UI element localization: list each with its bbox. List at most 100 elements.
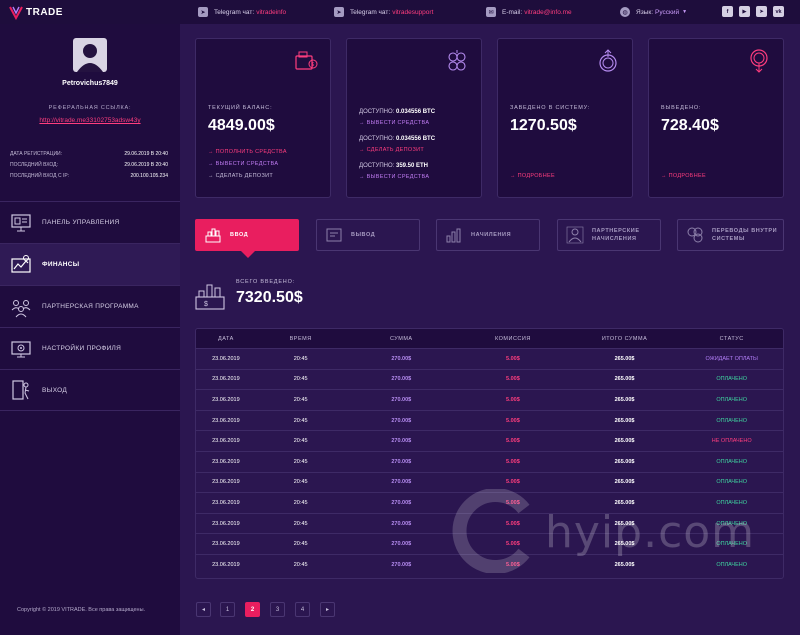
- telegram-chat-label: Telegram чат:: [214, 8, 255, 16]
- table-row: 23.06.2019 20:45 270.00$ 5.00$ 265.00$ ОПЛАЧЕ…: [196, 553, 783, 575]
- tab-internal-transfers[interactable]: ПЕРЕВОДЫ ВНУТРИ СИСТЕМЫ: [677, 219, 784, 251]
- prev-page-button[interactable]: ◂: [196, 602, 211, 617]
- total-label: ВСЕГО ВВЕДЕНО:: [236, 279, 295, 285]
- vk-icon[interactable]: vk: [773, 6, 784, 17]
- tab-pointer: [241, 251, 255, 258]
- topup-link[interactable]: → ПОПОЛНИТЬ СРЕДСТВА: [208, 149, 287, 155]
- avatar[interactable]: [73, 38, 107, 72]
- referral-link[interactable]: http://vitrade.me33102753adsw43y: [39, 117, 141, 124]
- deposited-card: ЗАВЕДЕНО В СИСТЕМУ: 1270.50$ → ПОДРОБНЕЕ: [497, 38, 633, 198]
- table-row: 23.06.2019 20:45 270.00$ 5.00$ 265.00$ ОПЛАЧЕ…: [196, 450, 783, 472]
- withdrawn-label: ВЫВЕДЕНО:: [661, 105, 702, 111]
- cell-time: 20:45: [293, 396, 308, 403]
- cell-time: 20:45: [293, 376, 308, 383]
- tab-withdraw[interactable]: ВЫВОД: [316, 219, 420, 251]
- chevron-down-icon: ▼: [682, 9, 688, 15]
- tab-deposit[interactable]: ВВОД: [195, 219, 299, 251]
- telegram-chat-link[interactable]: vitradeinfo: [256, 8, 287, 16]
- cell-date: 23.06.2019: [212, 396, 240, 403]
- svg-text:$: $: [204, 301, 208, 308]
- logo[interactable]: TRADE: [8, 4, 63, 20]
- facebook-icon[interactable]: f: [722, 6, 733, 17]
- withdraw-icon: [326, 228, 342, 242]
- cell-total: 265.00$: [614, 520, 635, 527]
- cell-time: 20:45: [293, 561, 308, 568]
- available-card: ДОСТУПНО: 0.034556 BTC → ВЫВЕСТИ СРЕДСТВ…: [346, 38, 482, 198]
- tab-accruals[interactable]: НАЧИЛЕНИЯ: [436, 219, 540, 251]
- cell-fee: 5.00$: [506, 499, 520, 506]
- link-label: ПОДРОБНЕЕ: [517, 173, 555, 179]
- column-header: ДАТА: [217, 335, 234, 342]
- sidebar-item-label: ФИНАНСЫ: [42, 261, 80, 268]
- copyright: Copyright © 2019 VITRADE. Все права защи…: [17, 607, 146, 613]
- available-btc-1: ДОСТУПНО: 0.034556 BTC: [359, 109, 435, 115]
- cell-fee: 5.00$: [506, 396, 520, 403]
- cell-fee: 5.00$: [506, 520, 520, 527]
- total-value: 7320.50$: [236, 289, 303, 306]
- info-last-login: ПОСЛЕДНИЙ ВХОД: 29.06.2019 В 20:40: [10, 162, 168, 168]
- info-last-ip: ПОСЛЕДНИЙ ВХОД С IP: 200.100.105.234: [10, 173, 168, 179]
- deposited-value: 1270.50$: [510, 117, 577, 134]
- language-selector[interactable]: ◍ Язык: Русский ▼: [620, 0, 687, 24]
- sidebar-item-label: ПАРТНЕРСКАЯ ПРОГРАММА: [42, 303, 139, 310]
- sidebar-item-partners[interactable]: ПАРТНЕРСКАЯ ПРОГРАММА: [0, 285, 180, 327]
- link-label: ПОПОЛНИТЬ СРЕДСТВА: [215, 149, 287, 155]
- next-page-button[interactable]: ▸: [320, 602, 335, 617]
- column-header: СТАТУС: [719, 335, 744, 342]
- withdrawn-more-link[interactable]: → ПОДРОБНЕЕ: [661, 173, 706, 179]
- youtube-icon[interactable]: ▶: [739, 6, 750, 17]
- info-label: ПОСЛЕДНИЙ ВХОД:: [10, 162, 58, 168]
- deposit-btc-link[interactable]: → СДЕЛАТЬ ДЕПОЗИТ: [359, 147, 424, 153]
- withdraw-link[interactable]: → ВЫВЕСТИ СРЕДСТВА: [208, 161, 279, 167]
- telegram-social-icon[interactable]: ➤: [756, 6, 767, 17]
- logo-text: TRADE: [26, 6, 63, 18]
- deposit-link[interactable]: → СДЕЛАТЬ ДЕПОЗИТ: [208, 173, 273, 179]
- cell-fee: 5.00$: [506, 458, 520, 465]
- telegram-support-link[interactable]: vitradesupport: [392, 8, 434, 16]
- deposited-label: ЗАВЕДЕНО В СИСТЕМУ:: [510, 105, 591, 111]
- page-button[interactable]: 3: [270, 602, 285, 617]
- deposited-more-link[interactable]: → ПОДРОБНЕЕ: [510, 173, 555, 179]
- balance-value: 4849.00$: [208, 117, 275, 134]
- sidebar-item-settings[interactable]: НАСТРОЙКИ ПРОФИЛЯ: [0, 327, 180, 369]
- cell-status: ОПЛАЧЕНО: [716, 458, 748, 465]
- info-value: 200.100.105.234: [130, 173, 168, 179]
- balance-label: ТЕКУЩИЙ БАЛАНС:: [208, 105, 273, 111]
- globe-icon: ◍: [620, 7, 630, 17]
- cell-time: 20:45: [293, 458, 308, 465]
- cell-sum: 270.00$: [391, 541, 412, 548]
- sidebar-item-finance[interactable]: ФИНАНСЫ: [0, 243, 180, 285]
- available-eth: ДОСТУПНО: 359.50 ETH: [359, 163, 428, 169]
- cell-status: ОПЛАЧЕНО: [716, 561, 748, 568]
- cell-sum: 270.00$: [391, 417, 412, 424]
- cell-sum: 270.00$: [391, 520, 412, 527]
- deposit-total-icon: $: [195, 284, 225, 310]
- table-row: 23.06.2019 20:45 270.00$ 5.00$ 265.00$ ОПЛАЧЕ…: [196, 409, 783, 431]
- cell-status: ОПЛАЧЕНО: [716, 479, 748, 486]
- withdraw-btc-link[interactable]: → ВЫВЕСТИ СРЕДСТВА: [359, 120, 430, 126]
- cell-fee: 5.00$: [506, 541, 520, 548]
- coins-icon: [448, 50, 466, 71]
- page-button-current[interactable]: 2: [245, 602, 260, 617]
- cell-status: ОПЛАЧЕНО: [716, 499, 748, 506]
- sidebar-item-exit[interactable]: ВЫХОД: [0, 369, 180, 411]
- link-label: ВЫВЕСТИ СРЕДСТВА: [215, 161, 279, 167]
- sidebar-item-dashboard[interactable]: ПАНЕЛЬ УПРАВЛЕНИЯ: [0, 201, 180, 243]
- tab-partner-accruals[interactable]: ПАРТНЕРСКИЕ НАЧИСЛЕНИЯ: [557, 219, 661, 251]
- table-row: 23.06.2019 20:45 270.00$ 5.00$ 265.00$ ОПЛАЧЕ…: [196, 512, 783, 534]
- available-label: ДОСТУПНО:: [359, 109, 395, 115]
- withdraw-eth-link[interactable]: → ВЫВЕСТИ СРЕДСТВА: [359, 174, 430, 180]
- user-silhouette-icon: [77, 44, 103, 72]
- page-button[interactable]: 1: [220, 602, 235, 617]
- column-header: СУММА: [389, 335, 413, 342]
- cell-sum: 270.00$: [391, 499, 412, 506]
- table-row: 23.06.2019 20:45 270.00$ 5.00$ 265.00$ ОПЛАЧЕ…: [196, 389, 783, 410]
- table-header: ДАТА ВРЕМЯ СУММА КОМИССИЯ ИТОГО СУММА СТ…: [196, 329, 783, 348]
- cell-date: 23.06.2019: [212, 355, 240, 362]
- link-label: СДЕЛАТЬ ДЕПОЗИТ: [215, 173, 273, 179]
- info-value: 29.06.2019 В 20:40: [124, 151, 168, 157]
- cell-fee: 5.00$: [506, 417, 520, 424]
- page-button[interactable]: 4: [295, 602, 310, 617]
- cell-date: 23.06.2019: [212, 520, 240, 527]
- email-link[interactable]: vitrade@info.me: [524, 8, 572, 16]
